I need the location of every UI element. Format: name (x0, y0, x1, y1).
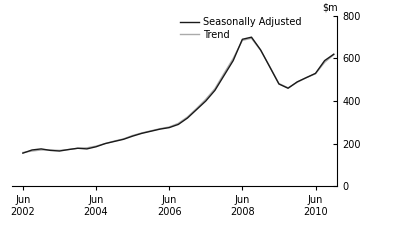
Seasonally Adjusted (94, 146, 98, 148)
Trend (75, 147, 80, 150)
Trend (277, 82, 281, 85)
Trend (176, 122, 181, 125)
Seasonally Adjusted (194, 108, 199, 111)
Seasonally Adjusted (331, 53, 336, 56)
Text: $m: $m (322, 2, 337, 12)
Seasonally Adjusted (231, 59, 235, 62)
Trend (249, 37, 254, 39)
Trend (57, 149, 62, 152)
Seasonally Adjusted (148, 130, 153, 133)
Trend (185, 116, 190, 118)
Trend (121, 138, 126, 140)
Seasonally Adjusted (322, 59, 327, 62)
Seasonally Adjusted (66, 148, 71, 151)
Trend (322, 61, 327, 64)
Seasonally Adjusted (286, 87, 291, 90)
Seasonally Adjusted (240, 38, 245, 41)
Seasonally Adjusted (258, 49, 263, 51)
Seasonally Adjusted (130, 135, 135, 138)
Trend (85, 146, 89, 149)
Seasonally Adjusted (203, 100, 208, 102)
Seasonally Adjusted (103, 142, 108, 145)
Seasonally Adjusted (277, 83, 281, 85)
Trend (268, 65, 272, 68)
Seasonally Adjusted (85, 148, 89, 150)
Trend (130, 134, 135, 137)
Line: Seasonally Adjusted: Seasonally Adjusted (23, 37, 334, 153)
Legend: Seasonally Adjusted, Trend: Seasonally Adjusted, Trend (179, 17, 301, 40)
Trend (304, 76, 309, 79)
Seasonally Adjusted (39, 148, 44, 150)
Seasonally Adjusted (21, 152, 25, 155)
Seasonally Adjusted (30, 149, 35, 151)
Trend (194, 107, 199, 110)
Trend (139, 132, 144, 134)
Seasonally Adjusted (185, 117, 190, 119)
Seasonally Adjusted (75, 147, 80, 150)
Trend (203, 98, 208, 101)
Trend (48, 149, 53, 151)
Seasonally Adjusted (249, 36, 254, 39)
Trend (30, 150, 35, 152)
Seasonally Adjusted (313, 72, 318, 75)
Seasonally Adjusted (139, 132, 144, 135)
Trend (331, 53, 336, 56)
Trend (295, 81, 300, 84)
Seasonally Adjusted (295, 81, 300, 83)
Seasonally Adjusted (158, 128, 162, 131)
Trend (222, 72, 226, 75)
Seasonally Adjusted (176, 123, 181, 126)
Trend (167, 126, 172, 128)
Trend (103, 142, 108, 145)
Seasonally Adjusted (112, 140, 117, 143)
Trend (212, 87, 217, 90)
Seasonally Adjusted (57, 150, 62, 152)
Seasonally Adjusted (304, 76, 309, 79)
Seasonally Adjusted (212, 89, 217, 92)
Trend (94, 145, 98, 148)
Seasonally Adjusted (121, 138, 126, 141)
Trend (39, 149, 44, 151)
Seasonally Adjusted (268, 66, 272, 68)
Seasonally Adjusted (48, 149, 53, 152)
Trend (313, 72, 318, 75)
Seasonally Adjusted (222, 74, 226, 77)
Trend (158, 127, 162, 130)
Trend (148, 129, 153, 132)
Trend (66, 148, 71, 151)
Trend (286, 86, 291, 89)
Trend (112, 140, 117, 142)
Trend (21, 151, 25, 154)
Trend (258, 49, 263, 52)
Trend (240, 39, 245, 42)
Seasonally Adjusted (167, 126, 172, 129)
Trend (231, 57, 235, 60)
Line: Trend: Trend (23, 38, 334, 153)
